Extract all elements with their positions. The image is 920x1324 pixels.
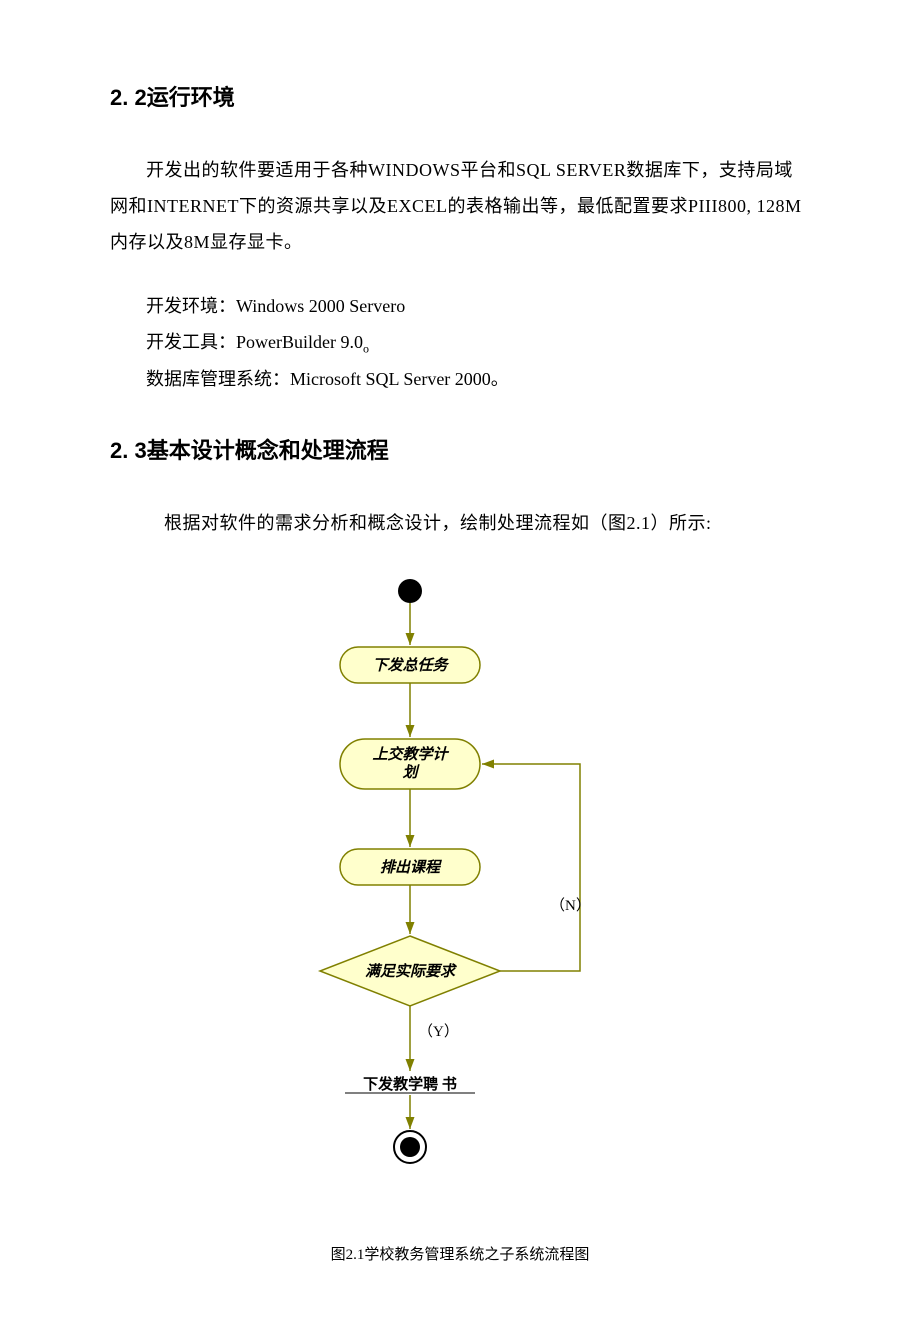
svg-text:（N）: （N） — [550, 897, 591, 914]
tool-sub: o — [363, 342, 369, 356]
para-2-3-1: 根据对软件的需求分析和概念设计，绘制处理流程如（图2.1）所示: — [110, 505, 810, 541]
heading-2-3: 2. 3基本设计概念和处理流程 — [110, 433, 810, 465]
env-label: 开发环境： — [146, 296, 236, 316]
db-value: Microsoft SQL Server 2000。 — [290, 369, 509, 389]
env-spec-list: 开发环境：Windows 2000 Servero 开发工具：PowerBuil… — [110, 288, 810, 397]
tool-line: 开发工具：PowerBuilder 9.0o — [146, 324, 810, 361]
db-label: 数据库管理系统： — [146, 369, 290, 389]
env-value: Windows 2000 Servero — [236, 296, 405, 316]
tool-label: 开发工具： — [146, 332, 236, 352]
svg-text:排出课程: 排出课程 — [380, 859, 442, 876]
tool-value: PowerBuilder 9.0 — [236, 332, 363, 352]
svg-text:上交教学计: 上交教学计 — [372, 745, 449, 763]
figure-caption: 图2.1学校教务管理系统之子系统流程图 — [331, 1243, 590, 1264]
svg-text:下发总任务: 下发总任务 — [372, 657, 449, 674]
flowchart-figure: 下发总任务上交教学计划排出课程满足实际要求（N）（Y）下发教学聘 书 图2.1学… — [110, 569, 810, 1264]
svg-text:下发教学聘 书: 下发教学聘 书 — [363, 1075, 457, 1093]
document-page: 2. 2运行环境 开发出的软件要适用于各种WINDOWS平台和SQL SERVE… — [0, 0, 920, 1324]
para-2-2-1: 开发出的软件要适用于各种WINDOWS平台和SQL SERVER数据库下，支持局… — [110, 152, 810, 260]
svg-text:（Y）: （Y） — [418, 1023, 459, 1040]
svg-text:满足实际要求: 满足实际要求 — [365, 962, 457, 980]
flowchart-svg: 下发总任务上交教学计划排出课程满足实际要求（N）（Y）下发教学聘 书 — [280, 569, 640, 1209]
db-line: 数据库管理系统：Microsoft SQL Server 2000。 — [146, 361, 810, 397]
env-line: 开发环境：Windows 2000 Servero — [146, 288, 810, 324]
heading-2-2: 2. 2运行环境 — [110, 80, 810, 112]
